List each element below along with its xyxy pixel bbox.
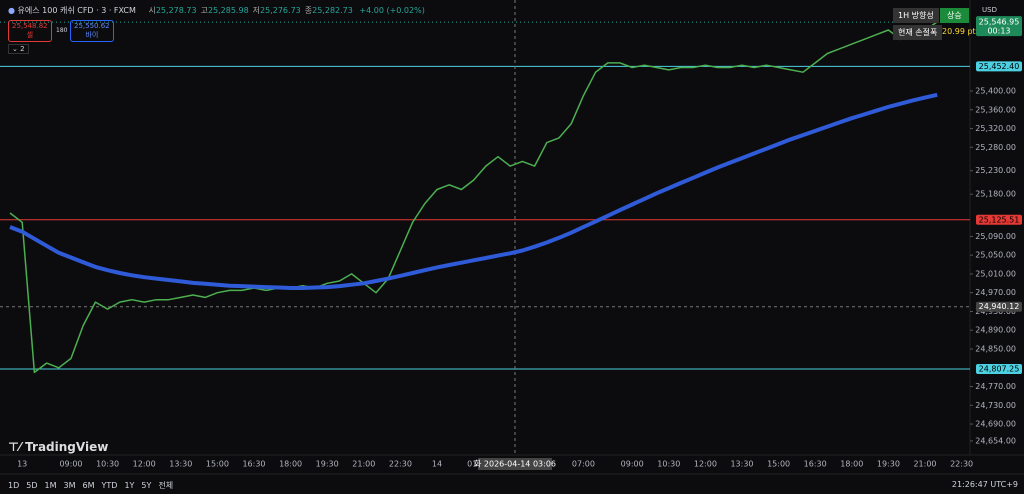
x-tick-label: 16:30 xyxy=(242,460,265,469)
symbol[interactable]: 유에스 100 캐쉬 CFD · 3 · FXCM xyxy=(17,6,136,15)
ohlc: 시25,278.73 고25,285.98 저25,276.73 종25,282.73 xyxy=(148,6,356,15)
sell-button[interactable]: 25,548.82 셀 xyxy=(8,20,52,42)
icon: ● xyxy=(8,6,15,15)
brand-name: TradingView xyxy=(25,440,109,454)
range-button[interactable]: 6M xyxy=(82,481,95,490)
level-tag xyxy=(976,214,1022,225)
price-line xyxy=(9,21,938,374)
x-tick-label: 19:30 xyxy=(316,460,339,469)
y-tick-label: 25,280.00 xyxy=(975,143,1016,152)
x-tick-label: 22:30 xyxy=(389,460,412,469)
x-tick-label: 10:30 xyxy=(96,460,119,469)
crosshair-time-tag xyxy=(478,458,552,470)
y-tick-label: 24,970.00 xyxy=(975,288,1016,297)
y-tick-label: 25,360.00 xyxy=(975,105,1016,114)
ohlc-key: 시 xyxy=(148,6,156,15)
x-tick-label: 13:30 xyxy=(169,460,192,469)
buy-button[interactable]: 25,550.62 바이 xyxy=(70,20,114,42)
x-tick-label: 13:30 xyxy=(730,460,753,469)
ohlc-key: 저 xyxy=(252,6,261,15)
x-tick-label: 16:30 xyxy=(804,460,827,469)
y-tick-label: 24,890.00 xyxy=(975,326,1016,335)
buy-label: 바이 xyxy=(85,31,99,39)
y-tick-label: 24,770.00 xyxy=(975,382,1016,391)
spread: 180 xyxy=(56,27,68,34)
countdown: 00:13 xyxy=(987,27,1010,36)
range-button[interactable]: 1Y xyxy=(124,481,135,490)
x-tick-label: 09:00 xyxy=(59,460,82,469)
x-tick-label: 13 xyxy=(17,460,27,469)
indicator-toggle[interactable]: ⌄ 2 xyxy=(8,44,29,54)
x-tick-label: 21:00 xyxy=(352,460,375,469)
range-button[interactable]: 전체 xyxy=(158,481,174,490)
x-tick-label: 01: xyxy=(467,460,480,469)
x-tick-label: 22:30 xyxy=(950,460,973,469)
moving-average xyxy=(9,92,938,290)
ohlc-key: 고 xyxy=(200,6,208,15)
sell-label: 셀 xyxy=(26,31,34,39)
x-tick-label: 12:00 xyxy=(133,460,156,469)
brand-logo: ⊤⁄ xyxy=(8,440,26,454)
range-button[interactable]: 1M xyxy=(44,481,57,490)
range-button[interactable]: 5D xyxy=(26,481,38,490)
clock: 21:26:47 UTC+9 xyxy=(951,480,1018,489)
x-tick-label: 14 xyxy=(432,460,442,469)
y-tick-label: 25,320.00 xyxy=(975,124,1016,133)
y-tick-label: 25,400.00 xyxy=(975,87,1016,96)
buy-price: 25,550.62 xyxy=(74,22,110,30)
y-tick-label: 25,010.00 xyxy=(975,269,1016,278)
trend-value: 상승 xyxy=(940,8,969,23)
level-label: 24,807.25 xyxy=(979,365,1020,374)
x-tick-label: 07:00 xyxy=(572,460,595,469)
x-tick-label: 18:00 xyxy=(840,460,863,469)
y-tick-label: 25,230.00 xyxy=(975,166,1016,175)
y-tick-label: 25,180.00 xyxy=(975,190,1016,199)
change: +4.00 (+0.02%) xyxy=(359,6,425,15)
stop-value: 20.99 pt xyxy=(942,27,976,36)
brand: ⊤⁄ TradingView xyxy=(8,440,108,454)
indicator-count: 2 xyxy=(20,45,25,53)
x-tick-label: 19:30 xyxy=(877,460,900,469)
ohlc-value: 25,282.73 xyxy=(312,6,353,15)
ohlc-value: 25,285.98 xyxy=(207,6,249,15)
crosshair-price: 24,940.12 xyxy=(979,302,1020,311)
range-button[interactable]: 3M xyxy=(63,481,76,490)
ohlc-key: 종 xyxy=(304,6,313,15)
last-price: 25,546.95 xyxy=(979,18,1020,27)
level-tag xyxy=(976,61,1022,72)
x-tick-label: 15:00 xyxy=(206,460,229,469)
y-tick-label: 25,090.00 xyxy=(975,232,1016,241)
x-tick-label: 12:00 xyxy=(694,460,717,469)
y-tick-label: 24,654.00 xyxy=(975,436,1016,445)
range-bar: 1D 5D 1M 3M 6M YTD 1Y 5Y 전체 xyxy=(8,480,180,491)
stop-label: 현재 손절폭 xyxy=(893,25,943,40)
level-label: 25,125.51 xyxy=(979,215,1020,224)
x-tick-label: 18:00 xyxy=(279,460,302,469)
range-button[interactable]: 5Y xyxy=(141,481,152,490)
x-tick-label: 09:00 xyxy=(621,460,644,469)
crosshair-time: 화 2026-04-14 03:06 xyxy=(474,460,556,469)
last-price-tag xyxy=(976,16,1022,37)
ohlc-value: 25,278.73 xyxy=(155,6,197,15)
y-tick-label: 24,690.00 xyxy=(975,420,1016,429)
ohlc-value: 25,276.73 xyxy=(260,6,301,15)
x-tick-label: 15:00 xyxy=(767,460,790,469)
x-tick-label: 21:00 xyxy=(913,460,936,469)
level-label: 25,452.40 xyxy=(979,62,1020,71)
currency[interactable]: USD xyxy=(982,6,997,14)
symbol-bar: ● 유에스 100 캐쉬 CFD · 3 · FXCM 시25,278.73 고2… xyxy=(8,5,425,16)
crosshair-tag xyxy=(976,301,1022,312)
y-tick-label: 24,850.00 xyxy=(975,344,1016,353)
level-tag xyxy=(976,364,1022,375)
y-tick-label: 24,730.00 xyxy=(975,401,1016,410)
sell-price: 25,548.82 xyxy=(12,22,48,30)
trend-label: 1H 방향성 xyxy=(893,8,939,23)
y-tick-label: 25,050.00 xyxy=(975,251,1016,260)
x-tick-label: 10:30 xyxy=(657,460,680,469)
range-button[interactable]: YTD xyxy=(101,481,118,490)
range-button[interactable]: 1D xyxy=(8,481,20,490)
